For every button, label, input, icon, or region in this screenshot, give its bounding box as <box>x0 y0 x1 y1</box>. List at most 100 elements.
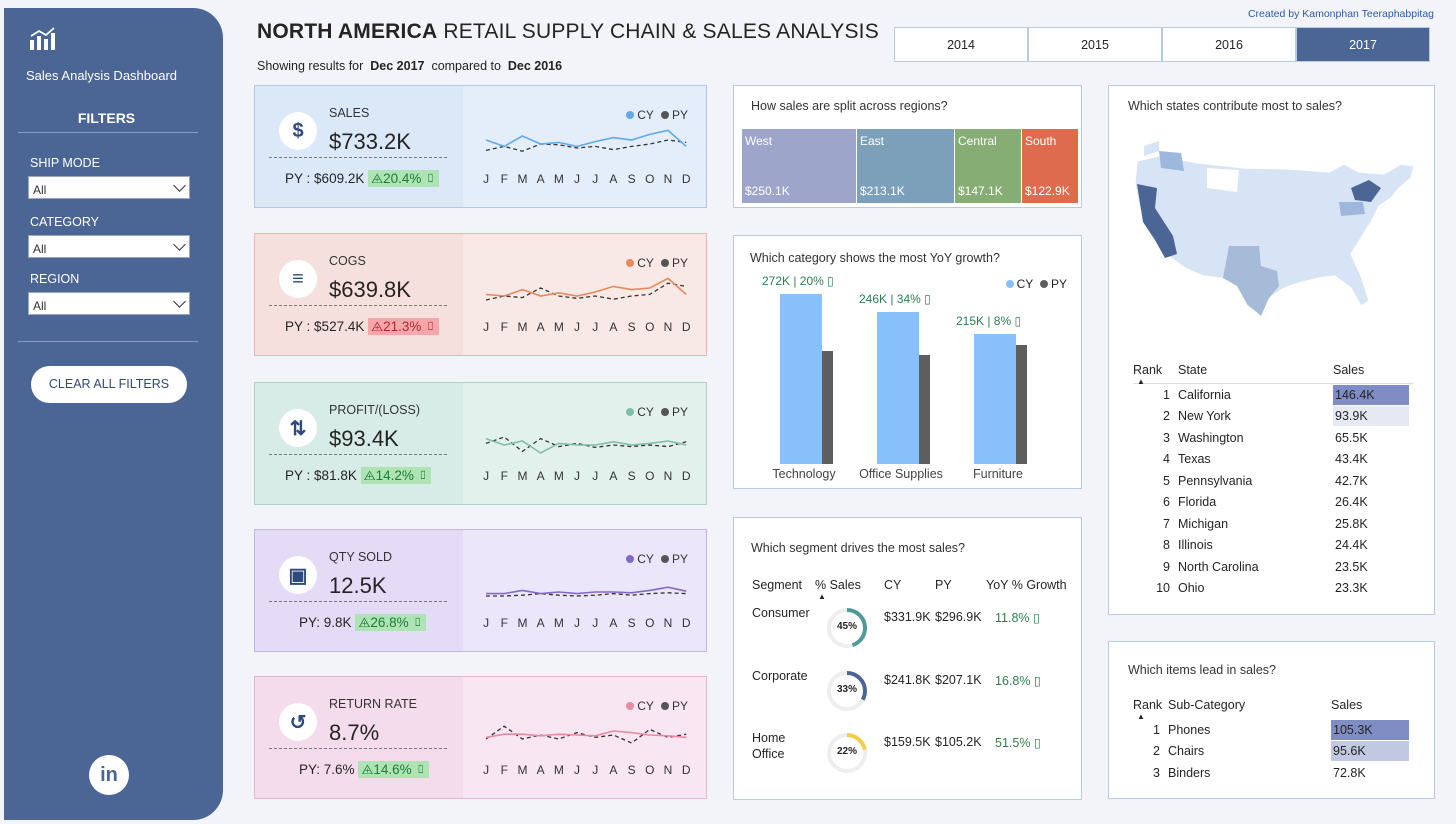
bar-py[interactable] <box>919 355 930 464</box>
treemap-tile-central[interactable]: Central $147.1K <box>955 129 1021 203</box>
segment-py: $105.2K <box>935 735 982 749</box>
bar-cy[interactable] <box>974 333 1016 464</box>
table-row[interactable]: 3 Washington 65.5K <box>1133 427 1413 449</box>
col-yoy[interactable]: YoY % Growth <box>986 578 1067 592</box>
table-row[interactable]: 1 California 146.4K <box>1133 384 1413 406</box>
rank-cell: 8 <box>1163 538 1170 553</box>
sales-cell: 42.7K <box>1335 473 1368 488</box>
month-tick: M <box>517 763 528 777</box>
table-row[interactable]: 6 Florida 26.4K <box>1133 492 1413 514</box>
kpi-card-cogs[interactable]: ≡ COGS $639.8K PY : $527.4K ⨹21.3% ▯ CY PY J F… <box>254 233 707 356</box>
bar-data-label: 272K | 20% ▯ <box>762 273 834 288</box>
kpi-prior-year: PY: 7.6% ⨹14.6% ▯ <box>299 761 430 778</box>
py-label: PY: <box>299 762 321 777</box>
py-line <box>485 725 687 744</box>
col-state[interactable]: State <box>1178 362 1208 377</box>
segment-panel: Which segment drives the most sales? Seg… <box>733 517 1082 800</box>
col-subcategory[interactable]: Sub-Category <box>1168 698 1246 712</box>
table-row[interactable]: 9 North Carolina 23.5K <box>1133 556 1413 578</box>
table-row[interactable]: 1 Phones 105.3K <box>1133 719 1413 741</box>
month-tick: A <box>609 320 618 334</box>
sort-up-icon: ▲ <box>818 592 826 601</box>
col-rank[interactable]: Rank ▲ <box>1133 363 1178 386</box>
table-row[interactable]: 4 Texas 43.4K <box>1133 449 1413 471</box>
table-row[interactable]: 5 Pennsylvania 42.7K <box>1133 470 1413 492</box>
treemap-tile-west[interactable]: West $250.1K <box>742 129 856 203</box>
divider <box>269 305 447 306</box>
segment-donut <box>827 733 867 773</box>
sparkline-chart[interactable] <box>477 272 697 312</box>
clear-all-filters-button[interactable]: CLEAR ALL FILTERS <box>31 366 187 403</box>
sparkline-chart[interactable] <box>477 124 697 164</box>
kpi-prior-year: PY : $527.4K ⨹21.3% ▯ <box>285 318 439 335</box>
state-cell: Washington <box>1178 430 1244 445</box>
col-rank[interactable]: Rank ▲ <box>1133 698 1168 721</box>
table-row[interactable]: 8 Illinois 24.4K <box>1133 535 1413 557</box>
year-button-2015[interactable]: 2015 <box>1028 27 1162 62</box>
col-cy[interactable]: CY <box>884 578 902 592</box>
subcategory-cell: Binders <box>1168 765 1211 780</box>
profit-icon: ⇅ <box>279 409 317 447</box>
kpi-card-qty-sold[interactable]: ▣ QTY SOLD 12.5K PY: 9.8K ⨹26.8% ▯ CY PY J F M A… <box>254 529 707 652</box>
table-row[interactable]: 3 Binders 72.8K <box>1133 762 1413 784</box>
table-row[interactable]: 2 Chairs 95.6K <box>1133 741 1413 763</box>
kpi-card-profit[interactable]: ⇅ PROFIT/(LOSS) $93.4K PY : $81.8K ⨹14.2% ▯… <box>254 382 707 505</box>
divider <box>269 454 447 455</box>
kpi-prior-year: PY: 9.8K ⨹26.8% ▯ <box>299 614 427 631</box>
state-cell: North Carolina <box>1178 559 1259 574</box>
col-pct-sales[interactable]: % Sales <box>815 578 861 592</box>
segment-name: Home Office <box>752 731 786 761</box>
items-panel: Which items lead in sales? Rank ▲ Sub-Cat… <box>1108 641 1435 799</box>
cy-line <box>485 129 687 148</box>
sales-cell: 65.5K <box>1335 430 1368 445</box>
legend-py: PY <box>671 256 688 270</box>
subtitle-prefix: Showing results for <box>257 59 364 73</box>
segment-row[interactable]: Consumer 45% $331.9K $296.9K 11.8% ▯ <box>752 605 1072 655</box>
table-row[interactable]: 10 Ohio 23.3K <box>1133 578 1413 600</box>
month-tick: O <box>645 763 655 777</box>
state-cell: New York <box>1178 409 1231 424</box>
treemap-tile-south[interactable]: South $122.9K <box>1022 129 1078 203</box>
region-dropdown[interactable]: All <box>28 292 190 315</box>
year-button-2016[interactable]: 2016 <box>1162 27 1296 62</box>
tile-value: $250.1K <box>745 184 790 198</box>
tile-value: $122.9K <box>1025 184 1070 198</box>
year-button-2014[interactable]: 2014 <box>894 27 1028 62</box>
table-header: Rank ▲ State Sales <box>1133 356 1413 386</box>
category-tick-label: Office Supplies <box>859 467 943 481</box>
kpi-label: SALES <box>329 106 370 120</box>
legend-py: PY <box>671 108 688 122</box>
bar-chart-icon <box>30 27 55 50</box>
col-sales[interactable]: Sales <box>1331 698 1363 712</box>
us-states-map[interactable] <box>1129 136 1419 326</box>
col-sales[interactable]: Sales <box>1333 362 1365 377</box>
month-tick: A <box>536 616 545 630</box>
kpi-card-return-rate[interactable]: ↺ RETURN RATE 8.7% PY: 7.6% ⨹14.6% ▯ CY PY J F… <box>254 676 707 799</box>
bar-cy[interactable] <box>877 311 919 464</box>
treemap-tile-east[interactable]: East $213.1K <box>857 129 954 203</box>
month-tick: A <box>609 172 618 186</box>
segment-row[interactable]: Home Office 22% $159.5K $105.2K 51.5% ▯ <box>752 730 1072 780</box>
current-period: Dec 2017 <box>370 59 425 73</box>
sparkline-chart[interactable] <box>477 568 697 608</box>
table-row[interactable]: 2 New York 93.9K <box>1133 406 1413 428</box>
region-split-panel: How sales are split across regions? West… <box>733 85 1082 208</box>
table-row[interactable]: 7 Michigan 25.8K <box>1133 513 1413 535</box>
kpi-card-sales[interactable]: $ SALES $733.2K PY : $609.2K ⨹20.4% ▯ CY PY J… <box>254 85 707 208</box>
category-dropdown[interactable]: All <box>28 235 190 258</box>
segment-row[interactable]: Corporate 33% $241.8K $207.1K 16.8% ▯ <box>752 668 1072 718</box>
bar-py[interactable] <box>1016 344 1027 464</box>
col-py[interactable]: PY <box>935 578 952 592</box>
yoy-delta-badge: ⨹21.3% ▯ <box>368 318 439 335</box>
ship-mode-dropdown[interactable]: All <box>28 176 190 199</box>
month-tick: J <box>483 763 490 777</box>
linkedin-icon[interactable]: in <box>89 755 129 795</box>
sparkline-chart[interactable] <box>477 715 697 755</box>
bar-cy[interactable] <box>780 293 822 464</box>
col-segment[interactable]: Segment <box>752 578 803 592</box>
bar-py[interactable] <box>822 351 833 464</box>
segment-cy: $331.9K <box>884 610 931 624</box>
year-button-2017[interactable]: 2017 <box>1296 27 1430 62</box>
sparkline-chart[interactable] <box>477 421 697 461</box>
